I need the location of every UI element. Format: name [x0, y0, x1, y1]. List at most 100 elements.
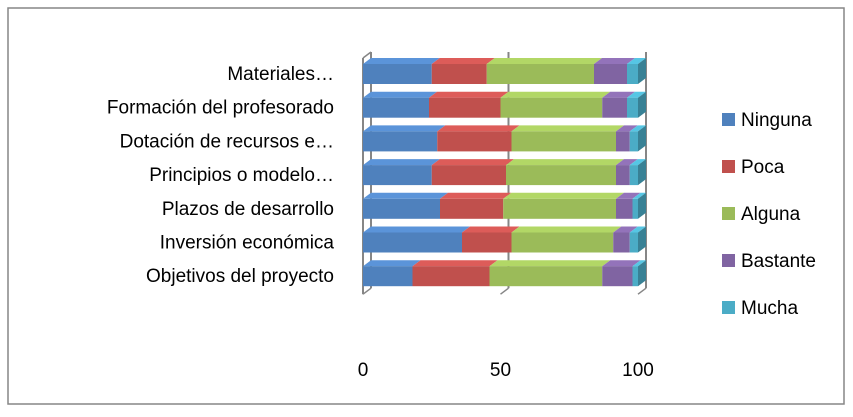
bar-front-face [602, 98, 627, 118]
bar-front-face [440, 199, 503, 219]
x-tick-label: 50 [490, 360, 511, 381]
legend-swatch-bastante [722, 254, 735, 267]
bar-ninguna-0 [363, 260, 421, 286]
bar-front-face [413, 266, 490, 286]
bar-top-face [363, 193, 448, 199]
category-label: Plazos de desarrollo [162, 199, 334, 220]
bar-front-face [462, 233, 512, 253]
bar-front-face [613, 233, 630, 253]
legend-swatch-alguna [722, 207, 735, 220]
bar-top-face [462, 227, 520, 233]
bar-top-face [429, 92, 509, 98]
bar-poca-0 [413, 260, 498, 286]
bar-poca-2 [440, 193, 511, 219]
bar-alguna-3 [506, 159, 624, 185]
bar-poca-3 [432, 159, 514, 185]
category-label: Principios o modelo… [149, 165, 334, 186]
bars-layer [363, 58, 646, 286]
bar-mucha-6 [627, 58, 646, 84]
category-label: Inversión económica [160, 233, 335, 254]
bar-front-face [633, 199, 639, 219]
bar-front-face [627, 64, 638, 84]
bar-front-face [616, 131, 630, 151]
bar-top-face [363, 260, 421, 266]
bar-front-face [630, 233, 638, 253]
bar-poca-5 [429, 92, 509, 118]
bar-poca-4 [437, 125, 519, 151]
legend-swatch-poca [722, 160, 735, 173]
bar-front-face [627, 98, 638, 118]
bar-poca-1 [462, 227, 520, 253]
bar-front-face [630, 131, 638, 151]
bar-front-face [363, 266, 413, 286]
bar-front-face [432, 64, 487, 84]
bar-front-face [616, 199, 633, 219]
bar-alguna-4 [512, 125, 625, 151]
bar-front-face [363, 233, 462, 253]
legend-label-poca: Poca [741, 157, 785, 178]
bar-top-face [363, 159, 440, 165]
bar-front-face [512, 233, 614, 253]
legend-label-alguna: Alguna [741, 204, 801, 225]
bar-top-face [490, 260, 611, 266]
legend-swatch-mucha [722, 301, 735, 314]
bar-top-face [363, 58, 440, 64]
category-label: Dotación de recursos e… [120, 131, 334, 152]
bar-front-face [512, 131, 617, 151]
bar-front-face [432, 165, 506, 185]
bar-top-face [363, 92, 437, 98]
bar-ninguna-6 [363, 58, 440, 84]
bar-top-face [363, 227, 470, 233]
category-label: Objetivos del proyecto [146, 266, 334, 287]
bar-top-face [363, 125, 445, 131]
bar-front-face [602, 266, 632, 286]
bar-top-face [487, 58, 602, 64]
x-tick-label: 0 [358, 360, 369, 381]
bar-alguna-2 [503, 193, 624, 219]
bar-front-face [363, 98, 429, 118]
bar-front-face [503, 199, 616, 219]
category-label: Materiales… [227, 64, 334, 85]
bar-top-face [437, 125, 519, 131]
bar-top-face [440, 193, 511, 199]
bar-front-face [633, 266, 639, 286]
bar-ninguna-1 [363, 227, 470, 253]
legend-label-ninguna: Ninguna [741, 110, 812, 131]
bar-front-face [437, 131, 511, 151]
bar-front-face [506, 165, 616, 185]
x-tick-label: 100 [622, 360, 654, 381]
bar-front-face [501, 98, 603, 118]
legend-swatch-ninguna [722, 113, 735, 126]
bar-front-face [363, 64, 432, 84]
bar-front-face [363, 199, 440, 219]
bar-alguna-6 [487, 58, 602, 84]
bar-top-face [512, 125, 625, 131]
bar-top-face [501, 92, 611, 98]
bar-front-face [363, 131, 437, 151]
bar-top-face [432, 159, 514, 165]
category-label: Formación del profesorado [107, 98, 334, 119]
bar-alguna-5 [501, 92, 611, 118]
bar-top-face [503, 193, 624, 199]
bar-front-face [594, 64, 627, 84]
bar-ninguna-4 [363, 125, 445, 151]
bar-ninguna-2 [363, 193, 448, 219]
bar-top-face [512, 227, 622, 233]
legend-label-bastante: Bastante [741, 251, 816, 272]
bar-top-face [432, 58, 495, 64]
bar-alguna-0 [490, 260, 611, 286]
bar-front-face [616, 165, 630, 185]
legend-label-mucha: Mucha [741, 298, 798, 319]
bar-front-face [487, 64, 594, 84]
bar-front-face [429, 98, 501, 118]
bar-front-face [490, 266, 603, 286]
bar-ninguna-3 [363, 159, 440, 185]
bar-front-face [363, 165, 432, 185]
bar-top-face [413, 260, 498, 266]
bar-poca-6 [432, 58, 495, 84]
bar-alguna-1 [512, 227, 622, 253]
bar-top-face [506, 159, 624, 165]
bar-ninguna-5 [363, 92, 437, 118]
